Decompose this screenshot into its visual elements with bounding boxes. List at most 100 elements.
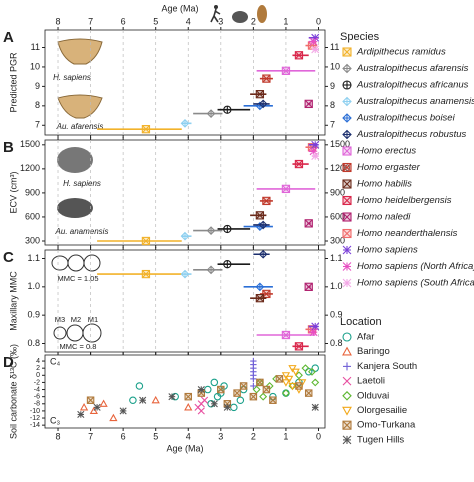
marker-stroke [255,294,264,303]
y2-tick-label: 9 [330,81,335,91]
marker [262,74,271,83]
legend-label: Homo heidelbergensis [357,195,452,206]
marker-stroke [210,400,218,408]
marker-shape [342,332,352,342]
marker-stroke [309,37,318,46]
legend-marker [342,212,352,222]
marker [200,396,209,404]
marker-shape [342,346,352,356]
x-tick-label: 1 [283,431,288,441]
marker [250,375,257,383]
marker-stroke [342,196,352,205]
marker [184,403,193,411]
marker-shape [204,385,212,394]
marker [301,364,310,373]
y-tick-label: 9 [35,81,40,91]
marker-shape [230,403,238,412]
top-axis-title: Age (Ma) [161,3,198,13]
marker [151,395,160,404]
marker [294,159,304,169]
image-label: M3 [55,315,65,324]
marker-stroke [342,245,352,255]
x-tick-label: 3 [218,16,223,26]
marker-stroke [295,382,303,390]
x-tick-label: 5 [153,16,158,26]
legend-label: Olduvai [357,390,389,401]
marker [294,342,304,351]
marker [258,220,268,230]
y2-tick-label: 7 [330,120,335,130]
legend-label: Afar [357,332,374,343]
marker [309,37,318,46]
marker [255,282,265,292]
y-tick-label: 900 [25,187,40,197]
legend-label: Australopithecus afarensis [356,63,469,74]
y-tick-label: 1.0 [27,281,40,291]
marker [135,382,144,390]
y-tick-label: -10 [30,408,40,415]
legend-label: Australopithecus anamensis [356,96,474,107]
y2-tick-label: 1.1 [330,253,343,263]
marker-shape [259,392,268,401]
marker-shape [307,367,316,376]
legend-label: Homo sapiens (North Africa) [357,261,474,272]
marker-stroke [256,378,264,387]
marker-shape [79,403,89,411]
y-tick-label: 1.1 [27,253,40,263]
y-tick-label: 0.8 [27,338,40,348]
marker-stroke [305,389,313,397]
legend-marker [342,435,352,445]
marker-stroke [311,322,320,331]
legend-marker [342,162,352,173]
marker-stroke [141,270,150,279]
legend-marker [342,228,352,239]
marker-stroke [342,163,352,172]
y-tick-label: -12 [30,415,40,422]
marker-stroke [342,179,352,189]
marker-stroke [311,45,320,54]
marker-stroke [184,393,192,401]
marker [255,211,265,220]
marker-stroke [262,74,271,83]
marker [311,403,319,411]
marker [311,364,319,372]
marker-shape [129,396,137,404]
marker [311,140,320,149]
y2-tick-label: 1500 [330,139,350,149]
y-tick-label: 7 [35,120,40,130]
legend-marker [342,179,352,189]
y-tick-label: 4 [36,358,40,365]
marker-shape [288,382,297,391]
legend-label: Omo-Turkana [357,420,416,431]
marker-stroke [294,51,303,60]
marker-stroke [93,403,101,411]
marker [269,396,277,404]
marker-stroke [342,435,352,445]
y2-tick-label: 11 [330,42,339,52]
y2-tick-label: 1200 [330,163,350,173]
legend-marker [342,63,352,74]
marker-stroke [294,342,303,351]
legend-marker [342,346,352,356]
marker [210,400,218,408]
marker-stroke [262,196,271,205]
legend-label: Homo habilis [357,179,412,190]
y-tick-label: 600 [25,211,40,221]
marker [255,294,265,303]
marker-stroke [217,385,225,394]
marker-stroke [249,393,257,401]
y-tick-label: -4 [34,386,40,393]
marker-stroke [311,140,320,149]
marker-stroke [342,146,352,156]
annotation: C₃ [50,415,60,425]
marker-stroke [262,385,270,394]
legend-marker [342,420,352,430]
marker-shape [135,382,144,390]
marker [230,403,238,412]
marker-stroke [342,262,352,271]
marker-stroke [200,396,209,404]
x-tick-label: 4 [186,16,191,26]
legend-label: Kanjera South [357,361,417,372]
marker [197,385,205,394]
legend-marker [342,80,352,90]
